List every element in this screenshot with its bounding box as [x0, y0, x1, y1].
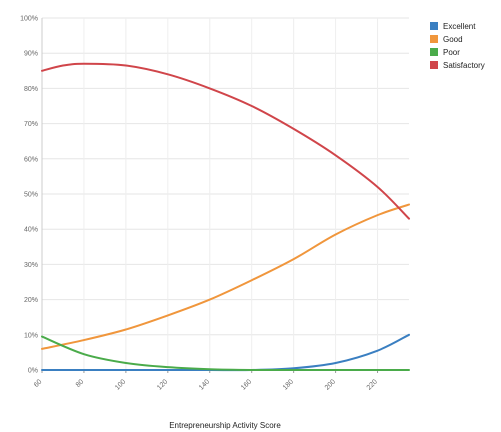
series-line-excellent[interactable] [41, 333, 410, 372]
x-tick-label: 160 [240, 378, 253, 391]
grid [41, 17, 409, 371]
legend-swatch-satisfactory [430, 61, 438, 69]
legend-item-poor[interactable]: Poor [430, 46, 485, 58]
legend-swatch-good [430, 35, 438, 43]
y-tick-label: 0% [28, 368, 38, 375]
series-line-poor[interactable] [41, 335, 410, 372]
x-tick-label: 120 [156, 378, 169, 391]
legend-item-excellent[interactable]: Excellent [430, 20, 485, 32]
legend-item-satisfactory[interactable]: Satisfactory [430, 59, 485, 71]
x-tick-label: 220 [366, 378, 379, 391]
legend-item-good[interactable]: Good [430, 33, 485, 45]
y-tick-label: 90% [24, 51, 38, 58]
y-tick-label: 80% [24, 86, 38, 93]
legend-label: Excellent [443, 21, 476, 31]
x-tick-label: 200 [324, 378, 337, 391]
series-line-satisfactory[interactable] [41, 62, 410, 220]
legend-swatch-poor [430, 48, 438, 56]
series-line-good[interactable] [41, 203, 410, 350]
series-lines [41, 62, 410, 372]
x-tick-label: 60 [33, 378, 44, 389]
y-tick-label: 60% [24, 156, 38, 163]
y-tick-label: 70% [24, 121, 38, 128]
y-tick-label: 10% [24, 332, 38, 339]
x-tick-label: 80 [75, 378, 86, 389]
x-axis-label: Entrepreneurship Activity Score [169, 421, 281, 430]
y-tick-label: 30% [24, 262, 38, 269]
x-tick-label: 180 [282, 378, 295, 391]
legend: Excellent Good Poor Satisfactory [430, 20, 485, 72]
legend-label: Good [443, 34, 463, 44]
y-tick-label: 50% [24, 192, 38, 199]
y-tick-label: 40% [24, 227, 38, 234]
legend-label: Poor [443, 47, 460, 57]
legend-label: Satisfactory [443, 60, 485, 70]
y-tick-label: 20% [24, 297, 38, 304]
x-tick-label: 100 [114, 378, 127, 391]
legend-swatch-excellent [430, 22, 438, 30]
x-tick-label: 140 [198, 378, 211, 391]
y-tick-label: 100% [20, 16, 38, 23]
